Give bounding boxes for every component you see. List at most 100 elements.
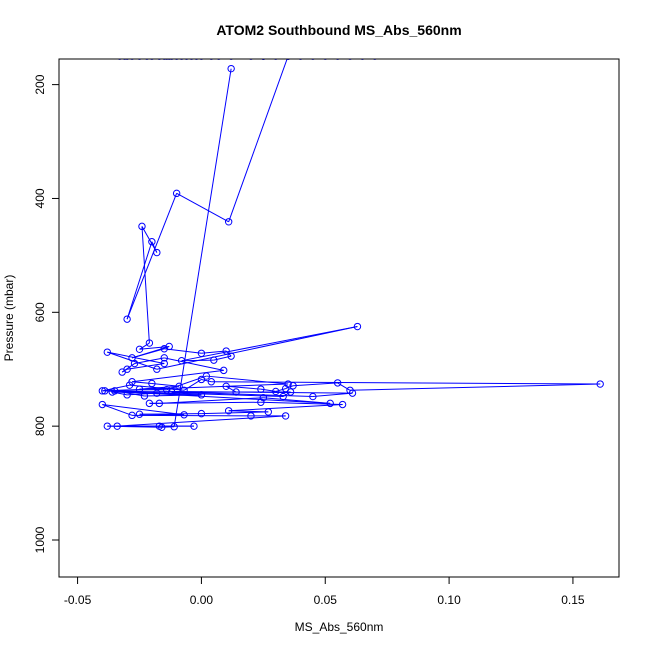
data-point bbox=[197, 375, 206, 384]
data-point bbox=[160, 354, 168, 362]
series-segment bbox=[337, 382, 351, 391]
series-segment bbox=[225, 385, 237, 393]
data-point bbox=[257, 398, 265, 406]
series-segment bbox=[263, 397, 331, 404]
series-segment bbox=[132, 369, 224, 383]
series-segment bbox=[173, 68, 232, 427]
data-point bbox=[281, 384, 290, 393]
series-segment bbox=[312, 392, 353, 398]
data-point bbox=[222, 347, 230, 355]
y-tick-label: 600 bbox=[33, 302, 47, 322]
data-point bbox=[135, 410, 144, 418]
data-point bbox=[101, 387, 109, 395]
series-segment bbox=[293, 382, 338, 387]
series-segment bbox=[228, 404, 343, 412]
data-point bbox=[153, 365, 161, 373]
series-segment bbox=[201, 378, 212, 383]
y-tick-label: 400 bbox=[33, 188, 47, 208]
data-point bbox=[353, 322, 362, 331]
data-point bbox=[130, 359, 139, 368]
data-point bbox=[289, 382, 297, 390]
data-point bbox=[111, 387, 119, 395]
x-tick-label: -0.05 bbox=[64, 593, 92, 607]
x-axis-label: MS_Abs_560nm bbox=[295, 620, 384, 634]
data-point bbox=[177, 356, 186, 365]
series-segment bbox=[164, 357, 224, 371]
series-segment bbox=[139, 345, 170, 350]
series-segment bbox=[275, 388, 286, 392]
data-point bbox=[123, 315, 131, 323]
series-segment bbox=[102, 404, 185, 416]
data-point bbox=[224, 407, 233, 415]
series-segment bbox=[211, 381, 601, 385]
series-segment bbox=[350, 383, 601, 391]
data-point bbox=[172, 189, 181, 198]
plot-area bbox=[98, 59, 604, 431]
series-segment bbox=[149, 401, 261, 404]
series-segment bbox=[156, 326, 358, 370]
data-point bbox=[148, 238, 156, 246]
series-segment bbox=[102, 383, 289, 392]
data-point bbox=[123, 391, 131, 399]
series-segment bbox=[176, 192, 229, 223]
series-segment bbox=[260, 401, 343, 406]
series-segment bbox=[139, 413, 185, 416]
x-axis: -0.05 0.00 0.05 0.10 0.15 bbox=[64, 576, 585, 607]
data-point bbox=[210, 356, 218, 364]
series-segment bbox=[159, 397, 264, 404]
data-point bbox=[333, 379, 342, 387]
data-point bbox=[98, 387, 107, 395]
x-tick-label: 0.05 bbox=[314, 593, 338, 607]
data-point bbox=[247, 412, 255, 420]
data-point bbox=[227, 352, 235, 360]
chart-title: ATOM2 Southbound MS_Abs_560nm bbox=[216, 22, 461, 38]
data-point bbox=[257, 385, 265, 393]
series-segment bbox=[226, 385, 261, 390]
data-point bbox=[272, 387, 280, 396]
data-point bbox=[224, 218, 233, 226]
series-segment bbox=[126, 241, 153, 320]
data-point bbox=[155, 399, 164, 408]
data-point bbox=[160, 359, 168, 368]
data-point bbox=[222, 382, 230, 391]
series-segment bbox=[282, 391, 291, 397]
data-point bbox=[135, 385, 144, 393]
series-segment bbox=[139, 342, 150, 350]
data-point bbox=[190, 422, 198, 430]
series-segment bbox=[161, 426, 175, 428]
data-point bbox=[128, 411, 136, 420]
data-point bbox=[138, 222, 146, 231]
series-segment bbox=[117, 415, 286, 427]
y-tick-label: 200 bbox=[33, 74, 47, 94]
data-point bbox=[232, 388, 240, 396]
data-point bbox=[148, 379, 156, 388]
data-point bbox=[286, 388, 295, 396]
series-segment bbox=[141, 226, 150, 344]
data-point bbox=[281, 412, 290, 420]
series-segment bbox=[260, 388, 276, 392]
series-segment bbox=[127, 363, 165, 370]
series-segment bbox=[228, 59, 288, 222]
data-point bbox=[326, 399, 334, 408]
data-point bbox=[180, 386, 188, 394]
x-tick-label: 0.00 bbox=[190, 593, 214, 607]
data-point bbox=[220, 366, 228, 375]
data-point bbox=[197, 391, 206, 399]
data-point bbox=[279, 392, 287, 401]
x-tick-label: 0.15 bbox=[561, 593, 585, 607]
data-point bbox=[338, 400, 347, 409]
data-point bbox=[207, 378, 216, 386]
series-segment bbox=[134, 357, 165, 365]
data-point bbox=[264, 408, 272, 416]
data-point bbox=[145, 339, 154, 347]
data-point bbox=[103, 422, 111, 430]
data-point bbox=[153, 389, 161, 397]
data-point bbox=[118, 368, 126, 376]
data-point bbox=[135, 345, 144, 354]
data-point bbox=[180, 411, 188, 419]
series-segment bbox=[166, 375, 207, 391]
series-segment bbox=[126, 193, 178, 320]
data-point bbox=[309, 392, 317, 401]
